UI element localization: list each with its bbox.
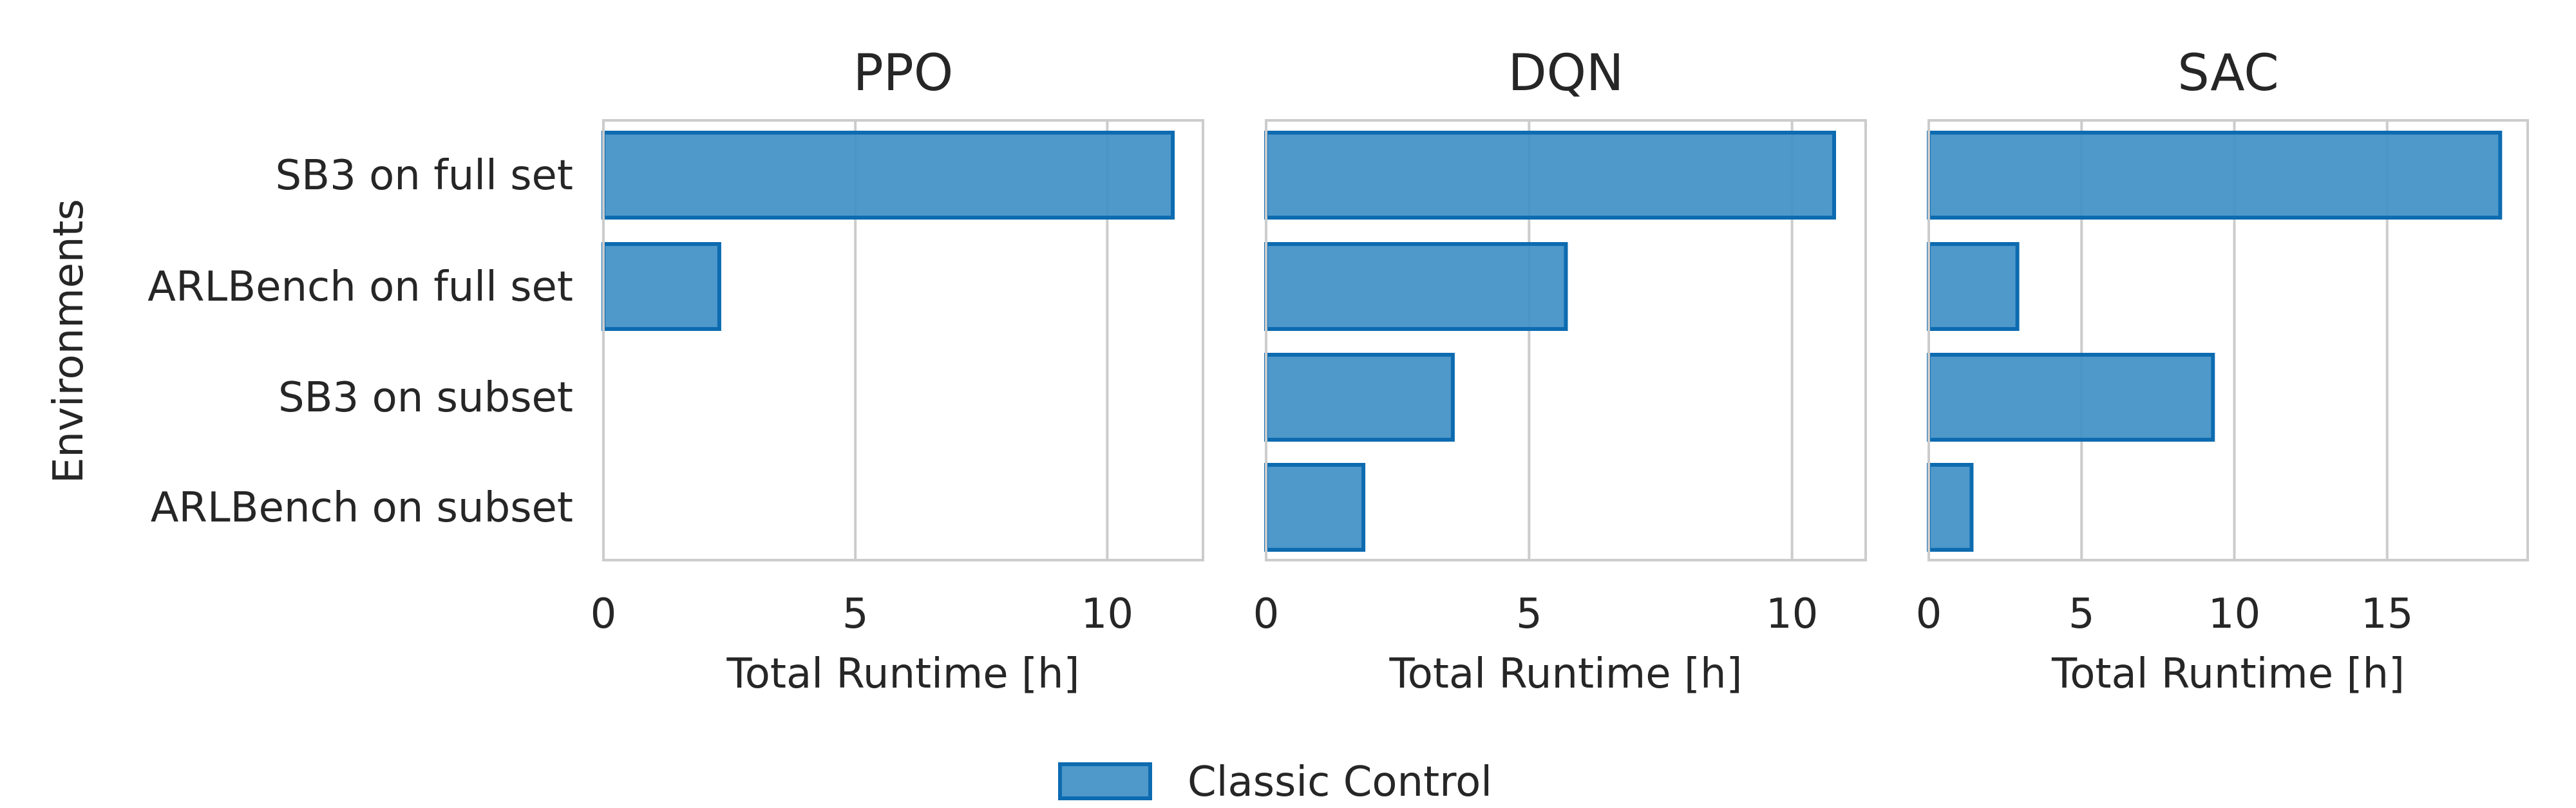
x-tick-label-sac-2: 10	[2208, 590, 2260, 638]
legend-label: Classic Control	[1188, 758, 1492, 805]
bar-dqn-3	[1264, 463, 1366, 552]
x-tick-label-sac-0: 0	[1916, 590, 1942, 638]
y-tick-label-2: SB3 on subset	[278, 374, 573, 422]
bar-dqn-1	[1264, 242, 1568, 331]
bar-dqn-2	[1264, 353, 1455, 442]
x-tick-label-sac-3: 15	[2361, 590, 2413, 638]
axes-frame-sac	[1927, 119, 2529, 561]
x-axis-label-dqn: Total Runtime [h]	[1389, 650, 1743, 698]
y-tick-label-1: ARLBench on full set	[147, 263, 573, 311]
x-tick-label-ppo-2: 10	[1081, 590, 1133, 638]
x-tick-label-dqn-2: 10	[1766, 590, 1818, 638]
bar-ppo-1	[601, 242, 721, 331]
x-tick-label-dqn-1: 5	[1516, 590, 1542, 638]
x-tick-label-sac-1: 5	[2069, 590, 2095, 638]
bar-sac-2	[1927, 353, 2215, 442]
y-tick-label-3: ARLBench on subset	[151, 484, 573, 532]
x-tick-label-dqn-0: 0	[1253, 590, 1280, 638]
bar-sac-0	[1927, 131, 2503, 220]
x-tick-label-ppo-1: 5	[842, 590, 869, 638]
panel-title-sac: SAC	[2177, 44, 2278, 102]
x-axis-label-sac: Total Runtime [h]	[2051, 650, 2405, 698]
axes-frame-ppo	[602, 119, 1204, 561]
bar-sac-3	[1927, 463, 1974, 552]
panel-title-dqn: DQN	[1508, 44, 1624, 102]
x-axis-label-ppo: Total Runtime [h]	[726, 650, 1080, 698]
x-tick-label-ppo-0: 0	[591, 590, 617, 638]
legend-swatch	[1058, 762, 1152, 800]
bar-sac-1	[1927, 242, 2020, 331]
bar-ppo-0	[601, 131, 1175, 220]
bar-dqn-0	[1264, 131, 1836, 220]
panel-title-ppo: PPO	[853, 44, 953, 102]
y-axis-label: Environments	[45, 199, 93, 484]
axes-frame-dqn	[1265, 119, 1867, 561]
y-tick-label-0: SB3 on full set	[276, 152, 573, 200]
